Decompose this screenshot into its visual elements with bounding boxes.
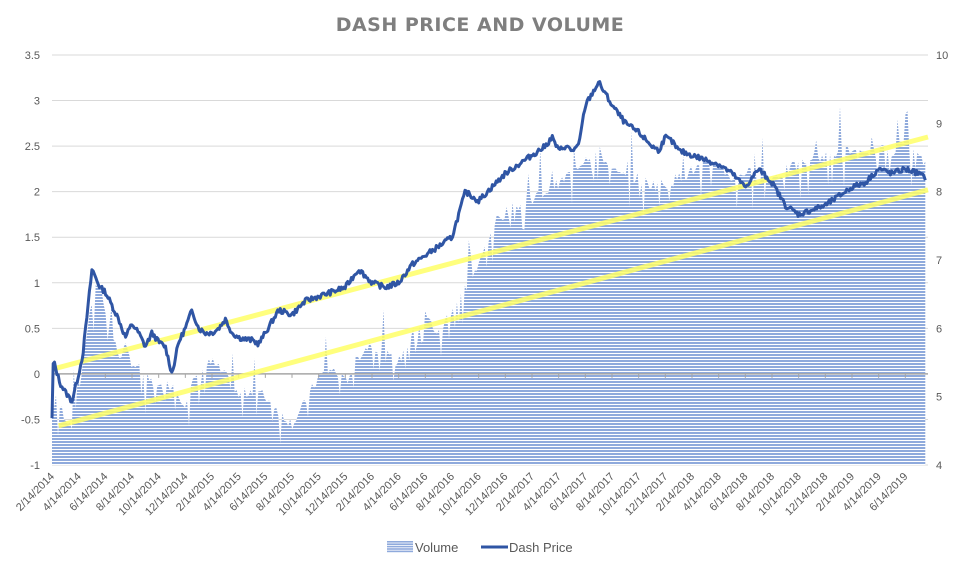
right-axis-label: 6	[936, 323, 942, 335]
volume-area	[52, 106, 926, 465]
left-axis-label: -1	[30, 460, 40, 472]
left-axis-label: 3	[34, 96, 40, 108]
right-axis-label: 9	[936, 118, 942, 130]
legend-label-price: Dash Price	[509, 540, 573, 555]
legend-item-price[interactable]: Dash Price	[481, 540, 573, 555]
price-series	[50, 80, 927, 419]
left-axis-label: 3.5	[25, 50, 40, 62]
left-axis-label: 0.5	[25, 323, 40, 335]
x-axis-ticks: 2/14/20144/14/20146/14/20148/14/201410/1…	[14, 471, 910, 518]
swatch-stripe	[387, 550, 413, 553]
left-axis-ticks: 3.5 3 2.5 2 1.5 1 0.5 0 -0.5 -1	[21, 50, 40, 472]
left-axis-label: 2	[34, 187, 40, 199]
swatch-stripe	[387, 543, 413, 545]
left-axis-label: 1	[34, 278, 40, 290]
left-axis-label: 1.5	[25, 232, 40, 244]
swatch-stripe	[387, 541, 413, 543]
right-axis-label: 5	[936, 392, 942, 404]
volume-series	[52, 106, 926, 465]
legend-item-volume[interactable]: Volume	[387, 540, 458, 555]
swatch-stripe	[387, 545, 413, 548]
right-axis-label: 10	[936, 50, 948, 62]
left-axis-label: 2.5	[25, 141, 40, 153]
left-axis-label: -0.5	[21, 414, 40, 426]
legend-label-volume: Volume	[415, 540, 458, 555]
lower-trendline	[58, 187, 929, 429]
right-axis-label: 8	[936, 187, 942, 199]
swatch-stripe	[387, 548, 413, 550]
price-line	[50, 80, 927, 419]
volume-swatch	[387, 541, 413, 553]
right-axis-label: 4	[936, 460, 942, 472]
chart-title: DASH PRICE AND VOLUME	[336, 14, 625, 36]
left-axis-label: 0	[34, 369, 40, 381]
right-axis-ticks: 10 9 8 7 6 5 4	[936, 50, 948, 472]
right-axis-label: 7	[936, 255, 942, 267]
legend: Volume Dash Price	[387, 540, 573, 555]
